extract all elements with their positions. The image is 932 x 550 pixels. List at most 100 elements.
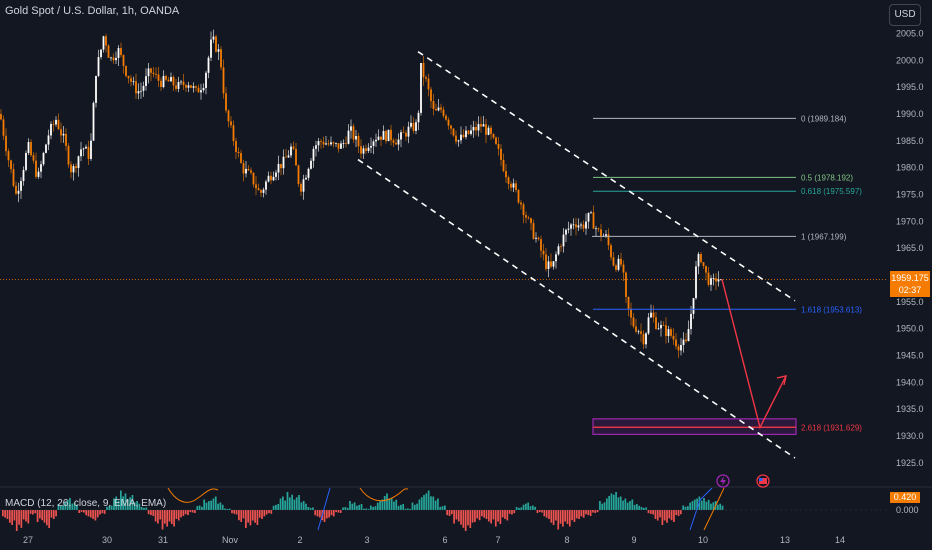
macd-histogram-bar <box>233 510 236 514</box>
candle-body <box>352 126 355 140</box>
candle-body <box>397 139 400 145</box>
candle-body <box>182 81 185 86</box>
candle-body <box>260 190 262 193</box>
candle-body <box>580 224 582 226</box>
bar-countdown: 02:37 <box>898 285 922 295</box>
candle-body <box>570 224 572 229</box>
macd-histogram-bar <box>194 510 196 513</box>
candle-body <box>527 217 530 219</box>
macd-histogram-bar <box>649 510 652 514</box>
candle-body <box>572 224 575 226</box>
macd-histogram-bar <box>504 510 506 519</box>
candle-body <box>322 141 325 145</box>
candle-body <box>285 156 287 158</box>
candle-body <box>70 164 72 173</box>
currency-button[interactable]: USD <box>889 4 921 26</box>
macd-histogram-bar <box>564 510 567 522</box>
macd-histogram-bar <box>279 498 282 510</box>
y-tick-label: 1980.0 <box>896 163 924 173</box>
candle-body <box>625 272 627 297</box>
macd-histogram-bar <box>140 507 143 510</box>
macd-histogram-bar <box>645 507 648 510</box>
macd-histogram-bar <box>413 504 416 510</box>
macd-histogram-bar <box>441 506 444 510</box>
candle-body <box>230 121 232 126</box>
candle-body <box>85 146 87 149</box>
candle-body <box>575 224 577 228</box>
candle-body <box>282 156 285 169</box>
macd-histogram-bar <box>101 510 104 514</box>
candle-body <box>317 141 320 146</box>
candle-body <box>345 143 347 144</box>
candle-body <box>537 237 540 240</box>
candle-body <box>440 107 442 110</box>
candle-body <box>552 261 555 267</box>
macd-histogram-bar <box>228 508 231 510</box>
candle-body <box>45 144 47 153</box>
candle-body <box>305 177 307 180</box>
y-tick-label: 1935.0 <box>896 404 924 414</box>
candle-body <box>557 246 560 255</box>
candle-body <box>162 75 165 88</box>
candle-body <box>622 264 625 273</box>
candle-body <box>242 162 245 174</box>
macd-histogram-bar <box>349 501 351 510</box>
candle-body <box>640 331 642 334</box>
candle-body <box>160 80 162 88</box>
macd-histogram-bar <box>25 510 27 522</box>
candle-body <box>245 168 247 174</box>
candle-body <box>200 90 202 93</box>
candle-body <box>30 142 32 156</box>
candles <box>0 29 722 358</box>
y-tick-label: 1930.0 <box>896 431 924 441</box>
macd-histogram-bar <box>462 510 465 528</box>
candle-body <box>467 130 470 134</box>
flag-canton <box>759 478 763 481</box>
macd-histogram-bar <box>587 510 590 516</box>
candle-body <box>377 136 380 140</box>
macd-histogram-bar <box>393 501 395 510</box>
candle-body <box>265 181 267 190</box>
candle-body <box>600 229 602 237</box>
macd-histogram-bar <box>717 504 719 510</box>
macd-histogram-bar <box>219 502 222 510</box>
candle-body <box>67 145 70 165</box>
candle-body <box>350 126 352 131</box>
macd-histogram-bar <box>159 510 162 520</box>
macd-histogram-bar <box>173 510 175 527</box>
macd-histogram-bar <box>381 499 384 510</box>
candle-body <box>402 132 405 134</box>
macd-histogram-bar <box>85 510 88 516</box>
macd-histogram-bar <box>298 495 300 510</box>
macd-histogram-bar <box>721 505 724 510</box>
candle-body <box>692 298 695 314</box>
macd-histogram-bar <box>323 510 326 522</box>
candle-body <box>412 122 415 131</box>
macd-histogram-bar <box>203 499 206 510</box>
candle-body <box>417 112 420 123</box>
candle-body <box>107 45 110 58</box>
candle-body <box>710 278 712 285</box>
candle-body <box>675 339 677 347</box>
candle-body <box>20 181 22 191</box>
candle-body <box>577 225 580 228</box>
macd-indicator-label[interactable]: MACD (12, 26, close, 9, EMA, EMA) <box>5 498 167 509</box>
candle-body <box>5 135 7 152</box>
fib-level-label: 0.5 (1978.192) <box>801 173 853 182</box>
macd-histogram-bar <box>562 510 564 527</box>
candle-body <box>272 176 275 181</box>
macd-histogram-bar <box>485 510 488 519</box>
macd-zero-label: 0.000 <box>896 505 919 515</box>
macd-histogram-bar <box>686 506 689 510</box>
macd-histogram-bar <box>217 503 219 510</box>
macd-histogram-bar <box>80 510 83 513</box>
macd-histogram-bar <box>541 510 543 513</box>
candle-body <box>170 76 172 82</box>
candle-body <box>325 143 327 145</box>
candle-body <box>455 135 457 142</box>
candle-body <box>520 202 522 205</box>
macd-histogram-bar <box>258 510 261 518</box>
candle-body <box>340 143 342 149</box>
candle-body <box>702 262 705 266</box>
